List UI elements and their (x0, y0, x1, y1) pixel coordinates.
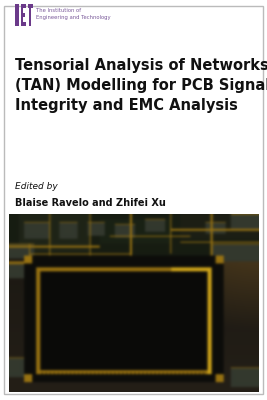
Text: Edited by: Edited by (15, 182, 57, 191)
Bar (21, 4, 26, 8)
Text: The Institution of
Engineering and Technology: The Institution of Engineering and Techn… (36, 8, 110, 20)
Text: Blaise Ravelo and Zhifei Xu: Blaise Ravelo and Zhifei Xu (15, 198, 166, 208)
Bar (21, 22, 26, 26)
Bar (21, 4, 23, 26)
Bar (28, 4, 33, 8)
Bar (29, 4, 31, 26)
Bar (21, 13, 25, 17)
Text: Tensorial Analysis of Networks
(TAN) Modelling for PCB Signal
Integrity and EMC : Tensorial Analysis of Networks (TAN) Mod… (15, 58, 267, 113)
Bar (15, 4, 19, 26)
